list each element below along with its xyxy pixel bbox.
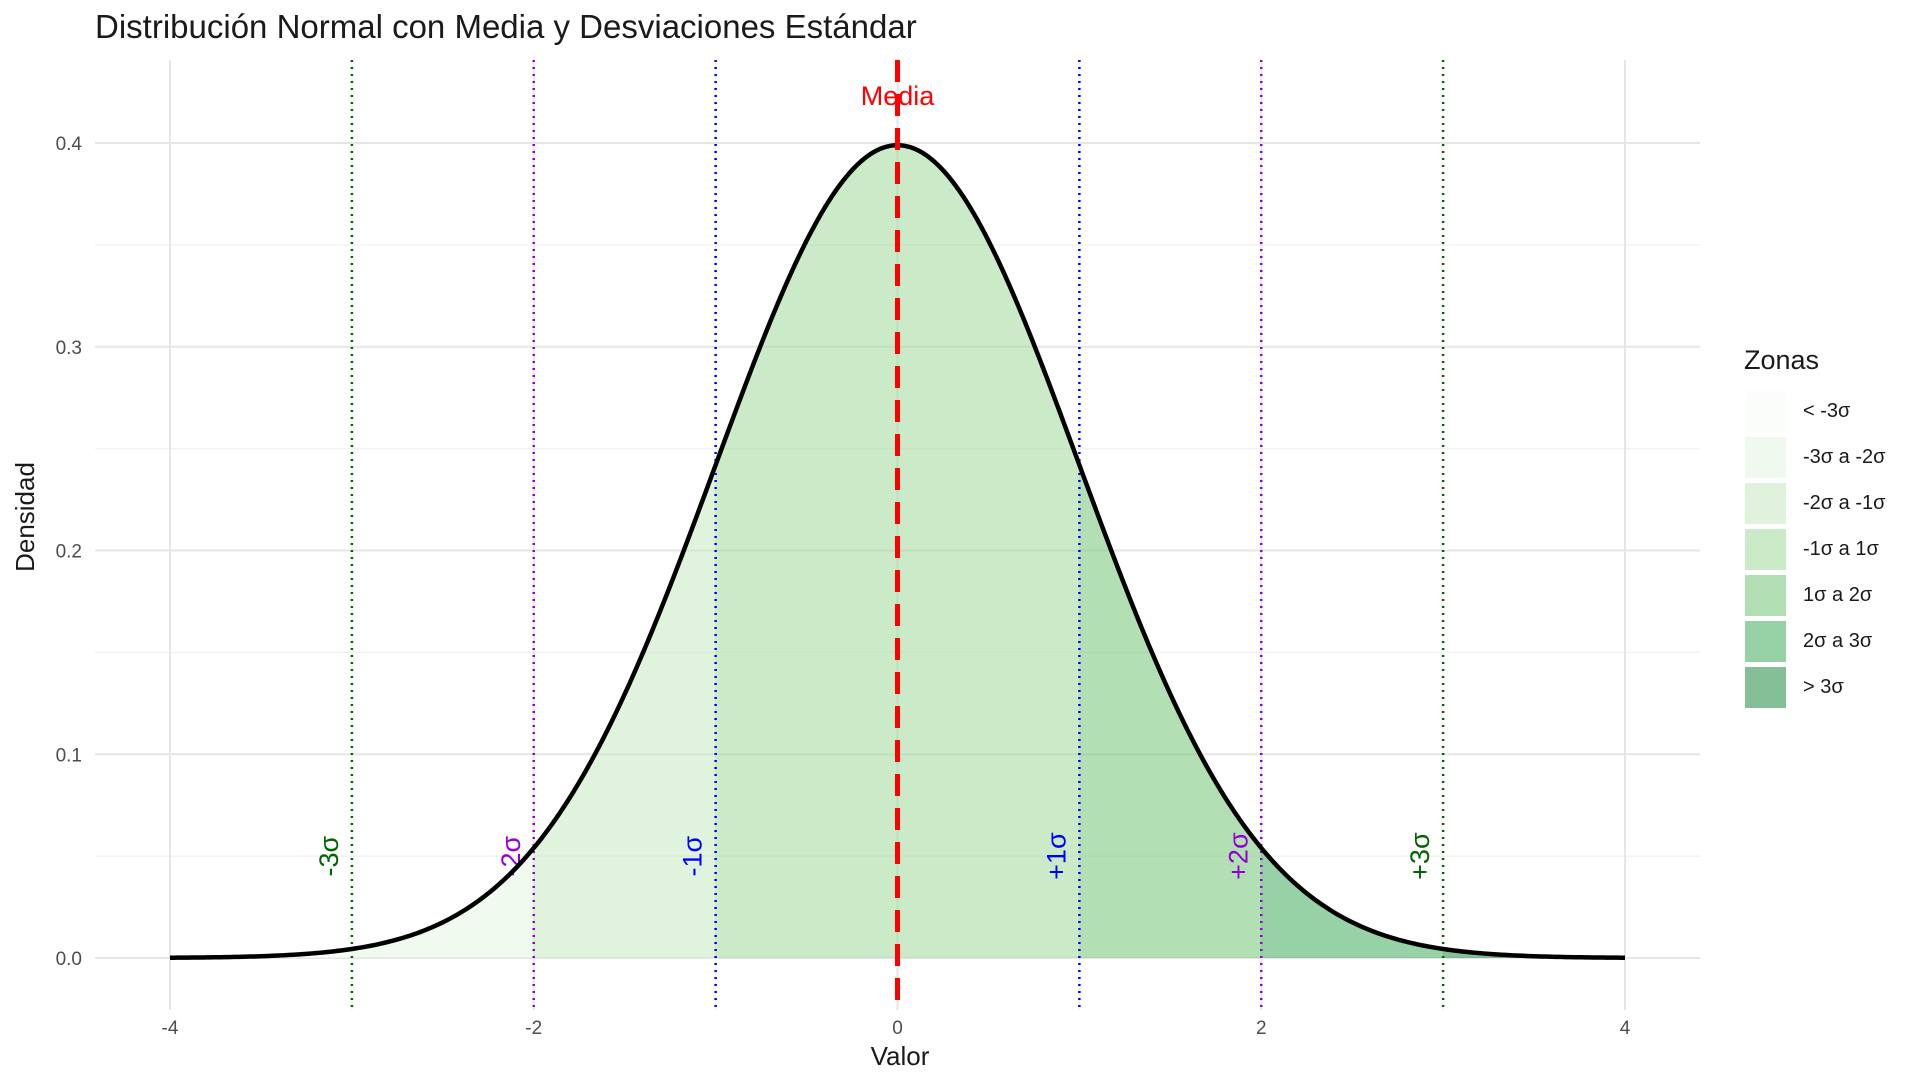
legend-item-2: -2σ a -1σ: [1744, 480, 1886, 526]
legend-item-1: -3σ a -2σ: [1744, 434, 1886, 480]
legend-item-6: > 3σ: [1744, 664, 1886, 710]
legend-label-3: -1σ a 1σ: [1803, 537, 1879, 560]
x-tick-label-0: -4: [162, 1018, 179, 1039]
sd-label-4: +2σ: [1223, 832, 1253, 880]
legend-key-4: [1744, 573, 1787, 617]
y-tick-labels: 0.0 0.1 0.2 0.3 0.4: [56, 134, 83, 970]
legend-label-4: 1σ a 2σ: [1803, 583, 1873, 606]
mean-label: Media: [861, 81, 936, 111]
sd-label-2: -1σ: [678, 835, 708, 876]
y-tick-label-3: 0.3: [56, 338, 82, 359]
sd-label-3: +1σ: [1041, 832, 1071, 880]
y-axis-title: Densidad: [10, 462, 40, 572]
chart-title: Distribución Normal con Media y Desviaci…: [95, 8, 917, 45]
legend-key-1: [1744, 435, 1787, 479]
sd-label-0: -3σ: [314, 835, 344, 876]
legend-key-6: [1744, 665, 1787, 709]
legend-key-2: [1744, 481, 1787, 525]
legend-key-5: [1744, 619, 1787, 663]
legend: Zonas < -3σ -3σ a -2σ -2σ a -1σ -1σ a 1σ 1σ …: [1744, 345, 1886, 710]
zone-area-5: [1261, 847, 1444, 958]
density-plot: -3σ -2σ -1σ +1σ +2σ +3σ Media -4 -2 0 2 4 0.00.10…: [10, 60, 1700, 1071]
legend-key-0: [1744, 389, 1787, 433]
y-tick-label-4: 0.4: [56, 134, 83, 155]
y-tick-label-0: 0.0: [56, 949, 82, 970]
legend-label-2: -2σ a -1σ: [1803, 491, 1886, 514]
legend-item-3: -1σ a 1σ: [1744, 526, 1886, 572]
y-tick-label-2: 0.2: [56, 542, 82, 563]
y-tick-label-1: 0.1: [56, 745, 82, 766]
legend-label-0: < -3σ: [1803, 399, 1851, 422]
legend-label-5: 2σ a 3σ: [1803, 629, 1873, 652]
x-axis-title: Valor: [871, 1041, 930, 1071]
sd-lines: -3σ -2σ -1σ +1σ +2σ +3σ: [314, 60, 1445, 1010]
x-tick-labels: -4 -2 0 2 4: [162, 1018, 1631, 1039]
legend-key-3: [1744, 527, 1787, 571]
legend-label-6: > 3σ: [1803, 675, 1844, 698]
mean-layer: Media: [861, 60, 936, 1010]
x-tick-label-2: 0: [892, 1018, 903, 1039]
legend-item-4: 1σ a 2σ: [1744, 572, 1886, 618]
legend-title: Zonas: [1744, 345, 1820, 375]
sd-label-1: -2σ: [496, 835, 526, 876]
legend-item-5: 2σ a 3σ: [1744, 618, 1886, 664]
x-tick-label-4: 4: [1620, 1018, 1631, 1039]
zone-area-1: [351, 847, 534, 958]
x-tick-label-1: -2: [525, 1018, 542, 1039]
x-tick-label-3: 2: [1256, 1018, 1267, 1039]
legend-item-0: < -3σ: [1744, 388, 1886, 434]
sd-label-5: +3σ: [1405, 832, 1435, 880]
legend-label-1: -3σ a -2σ: [1803, 445, 1886, 468]
legend-items: < -3σ -3σ a -2σ -2σ a -1σ -1σ a 1σ 1σ a 2σ 2σ…: [1744, 388, 1886, 710]
